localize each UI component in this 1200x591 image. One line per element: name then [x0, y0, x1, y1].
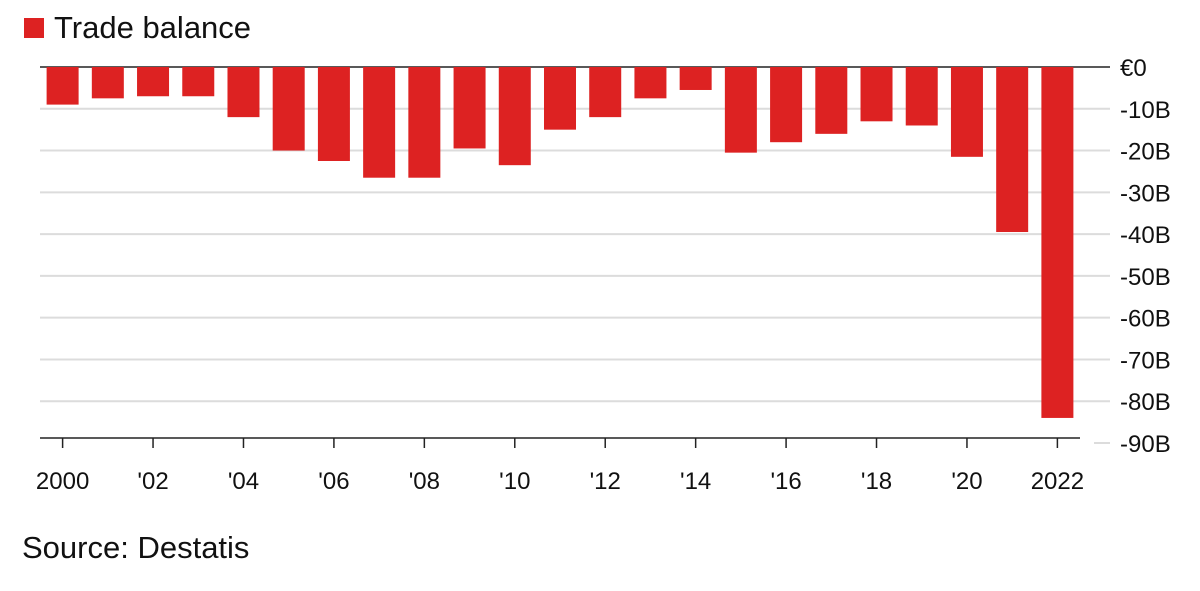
chart-legend: Trade balance: [24, 10, 251, 46]
bars: [46, 67, 1074, 418]
bar-2012: [589, 67, 622, 118]
bar-2011: [544, 67, 576, 130]
bar-2018: [860, 67, 893, 122]
bar-2004: [227, 67, 260, 118]
x-axis: [40, 437, 1080, 448]
x-tick-label: '02: [137, 468, 168, 495]
bar-2009: [453, 67, 486, 149]
bar-2020: [950, 67, 983, 157]
x-tick-label: '14: [680, 468, 711, 495]
y-tick-label: -80B: [1120, 389, 1171, 416]
legend-swatch: [24, 18, 44, 38]
x-tick-label: '06: [318, 468, 349, 495]
x-tick-label: '18: [861, 468, 892, 495]
bar-2021: [996, 67, 1029, 233]
y-tick-label: -10B: [1120, 97, 1171, 124]
x-tick-label: '08: [409, 468, 440, 495]
x-tick-label: 2022: [1031, 468, 1084, 495]
trade-balance-chart: €0 -10B -20B -30B -40B -50B -60B -70B -80B -90B 2…: [36, 55, 1171, 495]
y-tick-label: -50B: [1120, 264, 1171, 291]
x-tick-label: '20: [951, 468, 982, 495]
y-tick-label: -40B: [1120, 222, 1171, 249]
bar-2017: [815, 67, 848, 134]
bar-2002: [137, 67, 170, 97]
bar-2010: [498, 67, 531, 166]
legend-label: Trade balance: [54, 10, 252, 45]
y-tick-label: -60B: [1120, 306, 1171, 333]
x-tick-label: '04: [228, 468, 259, 495]
bar-2014: [679, 67, 712, 90]
y-tick-labels: €0 -10B -20B -30B -40B -50B -60B -70B -80B -90B: [1120, 55, 1171, 458]
x-tick-labels: 2000 '02 '04 '06 '08 '10 '12 '14 '16 '18 '20 2022: [36, 468, 1084, 495]
x-tick-label: '12: [590, 468, 621, 495]
bar-2007: [363, 67, 396, 178]
y-tick-label: €0: [1120, 55, 1147, 82]
bar-2015: [724, 67, 757, 153]
x-tick-label: '16: [770, 468, 801, 495]
bar-2019: [905, 67, 938, 126]
bar-2008: [408, 67, 441, 178]
y-tick-label: -70B: [1120, 347, 1171, 374]
bar-2003: [182, 67, 215, 97]
y-tick-label: -90B: [1120, 431, 1171, 458]
bar-2013: [634, 67, 667, 99]
bar-2005: [272, 67, 305, 151]
y-tick-label: -30B: [1120, 180, 1171, 207]
bar-2000: [46, 67, 79, 105]
y-tick-label: -20B: [1120, 139, 1171, 166]
bar-2022: [1041, 67, 1074, 418]
x-tick-label: '10: [499, 468, 530, 495]
x-tick-label: 2000: [36, 468, 89, 495]
bar-2006: [317, 67, 350, 161]
bar-2001: [91, 67, 124, 99]
bar-2016: [770, 67, 803, 143]
source-note: Source: Destatis: [22, 530, 250, 565]
